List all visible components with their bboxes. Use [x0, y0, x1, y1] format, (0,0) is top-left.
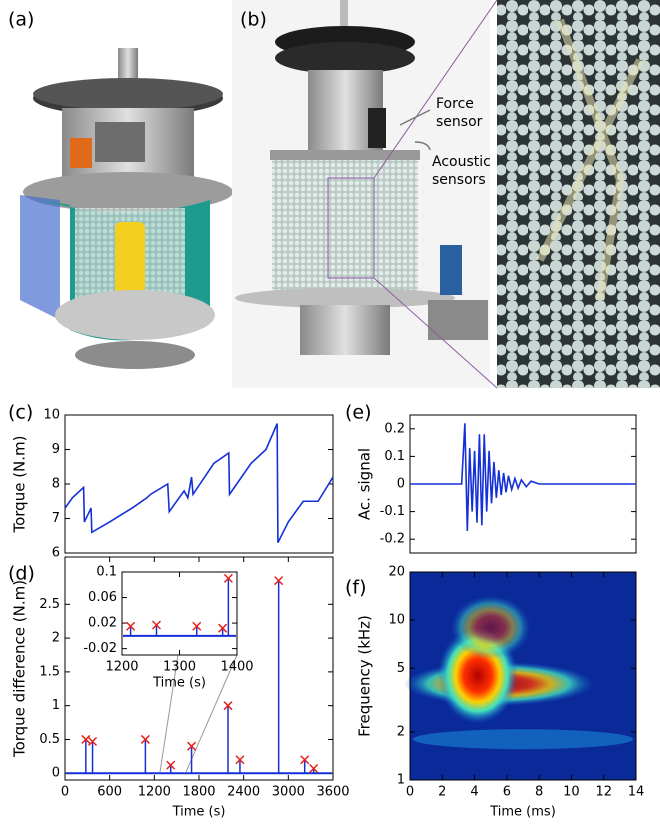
- marker: [166, 760, 176, 770]
- y-tick-label: -0.1: [380, 504, 405, 519]
- x-axis-label: Time (ms): [489, 805, 556, 820]
- y-tick-label: 1: [52, 698, 60, 713]
- y-axis-label: Torque (N.m): [11, 435, 29, 533]
- marker: [309, 763, 319, 774]
- annotation-line: Force: [436, 96, 474, 112]
- y-axis-label: Torque difference (N.m): [11, 580, 29, 758]
- marker: [151, 620, 162, 630]
- y-tick-label: 5: [397, 661, 405, 676]
- annotation-line: sensors: [432, 172, 486, 188]
- panel-label: (d): [8, 563, 35, 585]
- marker: [81, 734, 91, 744]
- x-tick-label: 4: [470, 785, 478, 800]
- x-tick-label: 6: [503, 785, 511, 800]
- axes-frame: [64, 414, 334, 554]
- annotation: Acoustic sensors: [432, 154, 491, 188]
- zoom-line: [159, 654, 179, 773]
- x-tick-label: 2: [438, 785, 446, 800]
- x-tick-label: 14: [628, 785, 645, 800]
- y-tick-label: -0.2: [380, 532, 405, 547]
- y-tick-label: 8: [52, 477, 60, 492]
- y-tick-label: 0: [397, 477, 405, 492]
- y-axis-label: Ac. signal: [356, 448, 374, 520]
- photo: [232, 0, 498, 389]
- y-tick-label: 2: [397, 724, 405, 739]
- schematic: [20, 48, 233, 369]
- marker: [218, 623, 228, 633]
- y-tick-label: 7: [52, 511, 60, 526]
- panel-label: (b): [240, 9, 267, 31]
- spectrogram: [403, 595, 633, 750]
- y-axis-label: Frequency (kHz): [356, 615, 374, 737]
- y-tick-label: 2: [52, 631, 60, 646]
- axes-frame: [409, 571, 637, 781]
- marker: [235, 755, 245, 765]
- marker: [223, 701, 233, 711]
- marker: [126, 621, 136, 631]
- marker: [223, 573, 233, 583]
- x-axis-label: Time (s): [152, 676, 206, 691]
- x-tick-label: 1400: [220, 660, 253, 675]
- zoom-view: [497, 0, 660, 388]
- y-tick-label: 0.06: [88, 590, 117, 605]
- y-tick-label: 0.2: [384, 421, 405, 436]
- data-line: [410, 423, 636, 531]
- x-tick-label: 2400: [227, 785, 260, 800]
- marker: [192, 621, 202, 631]
- x-tick-label: 3000: [272, 785, 305, 800]
- x-tick-label: 1200: [138, 785, 171, 800]
- inset-background: [122, 572, 237, 655]
- y-tick-label: 0: [52, 766, 60, 781]
- x-tick-label: 8: [535, 785, 543, 800]
- x-tick-label: 1200: [105, 660, 138, 675]
- x-tick-label: 0: [406, 785, 414, 800]
- y-tick-label: 0.5: [39, 732, 60, 747]
- y-tick-label: 0.02: [88, 616, 117, 631]
- y-tick-label: 6: [52, 546, 60, 561]
- x-tick-label: 10: [563, 785, 580, 800]
- x-tick-label: 1300: [163, 660, 196, 675]
- y-tick-label: 0.1: [384, 449, 405, 464]
- y-tick-label: 10: [388, 613, 405, 628]
- panel-label: (c): [8, 402, 33, 424]
- x-tick-label: 600: [97, 785, 122, 800]
- y-tick-label: 9: [52, 442, 60, 457]
- x-tick-label: 0: [61, 785, 69, 800]
- marker: [140, 734, 150, 744]
- x-tick-label: 12: [595, 785, 612, 800]
- marker: [88, 736, 98, 747]
- annotation-line: sensor: [436, 114, 483, 130]
- annotation: Force sensor: [436, 96, 483, 130]
- y-tick-label: 1: [397, 773, 405, 788]
- y-tick-label: 0.1: [96, 565, 117, 580]
- y-tick-label: 10: [43, 408, 60, 423]
- zoom-line: [185, 654, 238, 773]
- spectrogram-blob: [450, 595, 531, 660]
- annotation-line: Acoustic: [432, 154, 491, 170]
- x-tick-label: 3600: [316, 785, 349, 800]
- x-axis-label: Time (s): [172, 805, 226, 820]
- y-tick-label: 20: [388, 565, 405, 580]
- x-tick-label: 1800: [182, 785, 215, 800]
- panel-label: (a): [8, 9, 34, 31]
- panel-label: (e): [345, 402, 372, 424]
- data-line: [64, 423, 334, 544]
- marker: [300, 755, 310, 765]
- y-tick-label: 2.5: [39, 597, 60, 612]
- spectrogram-blob: [413, 729, 633, 750]
- marker: [274, 576, 284, 586]
- y-tick-label: -0.02: [83, 641, 117, 656]
- marker: [187, 741, 197, 751]
- panel-label: (f): [345, 577, 367, 599]
- y-tick-label: 1.5: [39, 664, 60, 679]
